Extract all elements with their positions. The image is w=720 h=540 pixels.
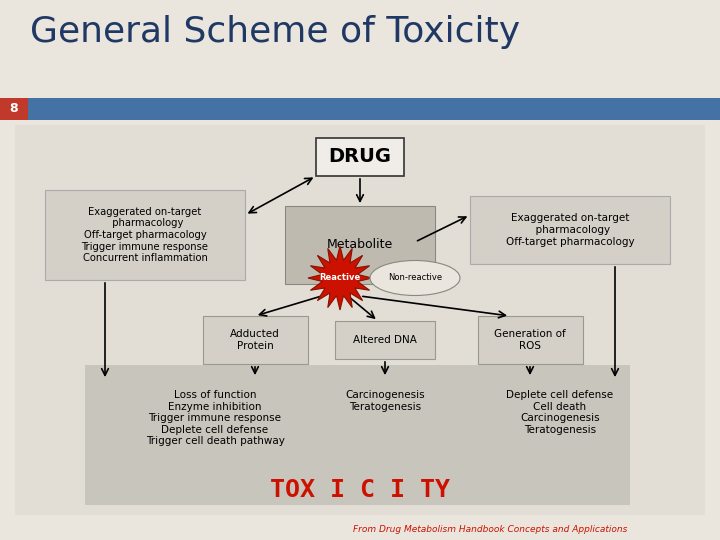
Text: TOX I C I TY: TOX I C I TY xyxy=(270,478,450,502)
Text: Altered DNA: Altered DNA xyxy=(353,335,417,345)
FancyBboxPatch shape xyxy=(316,138,404,176)
Text: General Scheme of Toxicity: General Scheme of Toxicity xyxy=(30,15,520,49)
Ellipse shape xyxy=(370,260,460,295)
Text: Reactive: Reactive xyxy=(320,273,361,282)
FancyBboxPatch shape xyxy=(15,125,705,515)
Text: Generation of
ROS: Generation of ROS xyxy=(494,329,566,351)
FancyBboxPatch shape xyxy=(45,190,245,280)
Text: Non-reactive: Non-reactive xyxy=(388,273,442,282)
FancyBboxPatch shape xyxy=(28,98,720,120)
Text: Metabolite: Metabolite xyxy=(327,239,393,252)
Text: From Drug Metabolism Handbook Concepts and Applications: From Drug Metabolism Handbook Concepts a… xyxy=(353,525,627,535)
FancyBboxPatch shape xyxy=(477,316,582,364)
Text: Deplete cell defense
Cell death
Carcinogenesis
Teratogenesis: Deplete cell defense Cell death Carcinog… xyxy=(506,390,613,435)
Polygon shape xyxy=(308,246,372,310)
FancyBboxPatch shape xyxy=(202,316,307,364)
Text: Exaggerated on-target
  pharmacology
Off-target pharmacology: Exaggerated on-target pharmacology Off-t… xyxy=(505,213,634,247)
Text: Loss of function
Enzyme inhibition
Trigger immune response
Deplete cell defense
: Loss of function Enzyme inhibition Trigg… xyxy=(145,390,284,447)
FancyBboxPatch shape xyxy=(0,98,28,120)
Text: Adducted
Protein: Adducted Protein xyxy=(230,329,280,351)
FancyBboxPatch shape xyxy=(335,321,435,359)
Text: DRUG: DRUG xyxy=(328,147,392,166)
FancyBboxPatch shape xyxy=(285,206,435,284)
FancyBboxPatch shape xyxy=(85,365,630,505)
Text: Carcinogenesis
Teratogenesis: Carcinogenesis Teratogenesis xyxy=(345,390,425,411)
FancyBboxPatch shape xyxy=(470,196,670,264)
Text: Exaggerated on-target
  pharmacology
Off-target pharmacology
Trigger immune resp: Exaggerated on-target pharmacology Off-t… xyxy=(81,207,209,263)
Text: 8: 8 xyxy=(9,103,18,116)
